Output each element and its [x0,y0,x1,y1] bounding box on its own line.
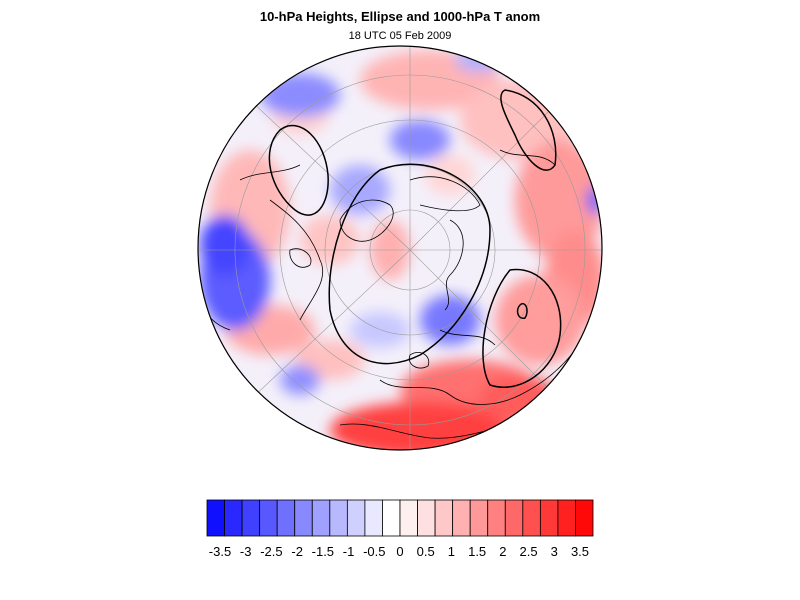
colorbar-box [417,499,436,537]
colorbar-box [434,499,454,537]
colorbar-box [206,499,225,537]
colorbar-box [259,499,278,537]
colorbar-tick-label: 2 [499,544,506,559]
colorbar-box [329,499,348,537]
colorbar-box [294,499,313,537]
colorbar-tick-label: 2.5 [520,544,538,559]
colorbar-tick-label: 3 [551,544,558,559]
colorbar-tick-label: 3.5 [571,544,589,559]
colorbar-box [557,499,576,537]
colorbar-box [224,499,243,537]
map-subtitle: 18 UTC 05 Feb 2009 [348,30,452,42]
colorbar-boxes [206,499,594,537]
colorbar-box [487,499,506,537]
colorbar-tick-label: 0.5 [417,544,435,559]
colorbar-box [452,499,471,537]
colorbar-tick-label: -2 [291,544,303,559]
colorbar-tick-label: -0.5 [363,544,385,559]
height-contours [268,89,562,388]
colorbar-box [241,499,261,537]
colorbar-tick-label: -3 [240,544,252,559]
graticule [198,46,602,450]
colorbar-box [504,499,524,537]
colorbar-tick-label: 0 [396,544,403,559]
colorbar-box [382,499,401,537]
globe-outline [197,45,603,451]
colorbar-tick-label: 1.5 [468,544,486,559]
colorbar-box [469,499,489,537]
colorbar-box [346,499,366,537]
colorbar-tick-label: -3.5 [209,544,231,559]
colorbar-tick-label: -2.5 [260,544,282,559]
colorbar-box [276,499,296,537]
colorbar-tick-label: -1 [343,544,355,559]
colorbar-ticks: -3.5 -3 -2.5 -2 -1.5 -1 -0.5 0 0.5 1 1.5 2 2.5 3 3.5 [209,544,589,559]
map-title: 10-hPa Heights, Ellipse and 1000-hPa T a… [259,9,541,24]
colorbar-box [311,499,331,537]
colorbar-box [399,499,418,537]
colorbar-tick-label: -1.5 [312,544,334,559]
colorbar-box [364,499,383,537]
colorbar-box [522,499,541,537]
temperature-anomaly-field [198,46,602,450]
colorbar-box [539,499,559,537]
colorbar-tick-label: 1 [448,544,455,559]
colorbar-box [575,499,594,537]
